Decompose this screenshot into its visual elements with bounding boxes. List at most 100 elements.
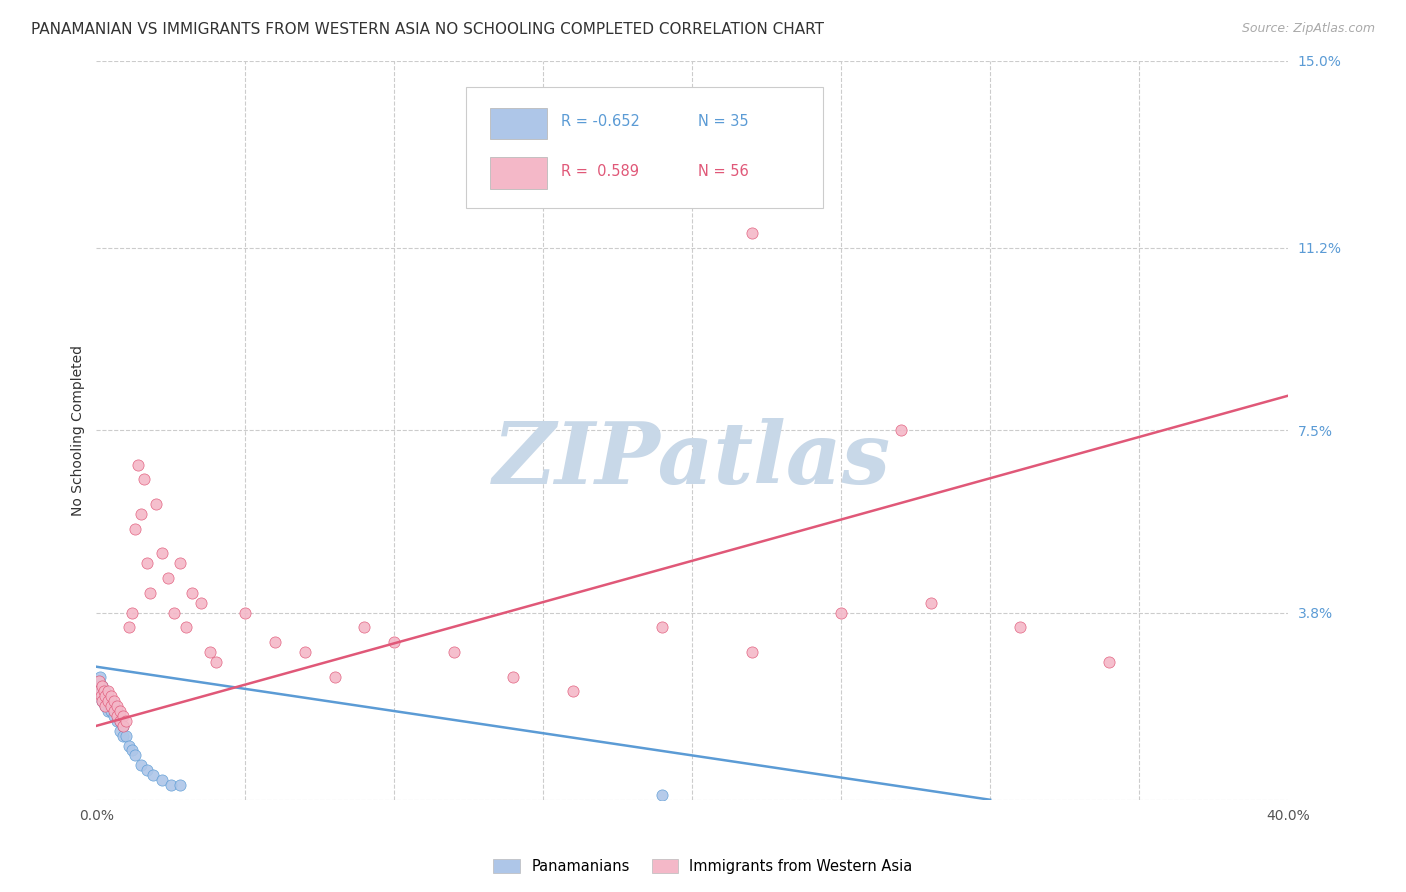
Point [323, 669, 346, 683]
Point [651, 620, 673, 634]
Point [94, 684, 117, 698]
Point [93, 690, 115, 704]
Point [129, 507, 152, 521]
Point [121, 743, 143, 757]
Legend: Panamanians, Immigrants from Western Asia: Panamanians, Immigrants from Western Asi… [488, 854, 918, 880]
Point [890, 423, 912, 437]
Point [163, 606, 186, 620]
Point [112, 709, 135, 723]
Point [87, 674, 110, 689]
Point [502, 669, 524, 683]
Point [108, 714, 131, 728]
Point [136, 763, 159, 777]
Point [190, 596, 212, 610]
Point [90, 680, 112, 694]
Point [91, 680, 114, 694]
Point [174, 620, 197, 634]
Point [93, 684, 115, 698]
Point [91, 694, 114, 708]
Point [169, 778, 191, 792]
Point [112, 729, 135, 743]
Point [920, 596, 942, 610]
Point [741, 226, 763, 240]
Point [97, 694, 120, 708]
Point [108, 704, 131, 718]
Point [180, 586, 202, 600]
Point [169, 556, 191, 570]
Point [115, 729, 138, 743]
Point [97, 704, 120, 718]
Y-axis label: No Schooling Completed: No Schooling Completed [72, 344, 86, 516]
Point [1098, 655, 1121, 669]
Point [651, 788, 673, 802]
Point [382, 635, 405, 649]
Point [127, 458, 149, 472]
Point [103, 699, 125, 714]
Point [145, 497, 167, 511]
Point [105, 699, 128, 714]
Point [741, 645, 763, 659]
Point [103, 694, 125, 708]
Point [139, 586, 162, 600]
Point [97, 694, 120, 708]
Point [90, 690, 112, 704]
Point [233, 606, 256, 620]
Point [89, 684, 111, 698]
Point [94, 699, 117, 714]
FancyBboxPatch shape [465, 87, 824, 209]
Point [121, 606, 143, 620]
Point [1008, 620, 1031, 634]
Point [112, 719, 135, 733]
Point [96, 690, 118, 704]
Point [98, 699, 121, 714]
FancyBboxPatch shape [489, 158, 547, 188]
Text: N = 35: N = 35 [699, 114, 749, 129]
Text: R =  0.589: R = 0.589 [561, 164, 640, 179]
Point [142, 768, 165, 782]
Point [94, 699, 117, 714]
Point [294, 645, 316, 659]
FancyBboxPatch shape [489, 108, 547, 139]
Point [100, 694, 122, 708]
Point [124, 748, 146, 763]
Point [91, 694, 114, 708]
Point [105, 714, 128, 728]
Text: N = 56: N = 56 [699, 164, 749, 179]
Point [89, 669, 111, 683]
Point [100, 704, 122, 718]
Point [108, 714, 131, 728]
Point [136, 556, 159, 570]
Point [105, 709, 128, 723]
Point [150, 546, 173, 560]
Point [108, 723, 131, 738]
Point [129, 758, 152, 772]
Text: ZIPatlas: ZIPatlas [494, 418, 891, 501]
Text: R = -0.652: R = -0.652 [561, 114, 640, 129]
Point [830, 606, 852, 620]
Point [103, 704, 125, 718]
Point [562, 684, 585, 698]
Point [264, 635, 287, 649]
Text: Source: ZipAtlas.com: Source: ZipAtlas.com [1241, 22, 1375, 36]
Point [115, 714, 138, 728]
Point [118, 739, 141, 753]
Point [91, 680, 114, 694]
Point [89, 674, 111, 689]
Point [118, 620, 141, 634]
Point [124, 522, 146, 536]
Point [87, 684, 110, 698]
Point [112, 719, 135, 733]
Point [100, 699, 122, 714]
Point [160, 778, 183, 792]
Point [100, 690, 122, 704]
Point [94, 690, 117, 704]
Point [90, 690, 112, 704]
Point [353, 620, 375, 634]
Point [150, 772, 173, 787]
Point [198, 645, 221, 659]
Point [132, 473, 155, 487]
Text: PANAMANIAN VS IMMIGRANTS FROM WESTERN ASIA NO SCHOOLING COMPLETED CORRELATION CH: PANAMANIAN VS IMMIGRANTS FROM WESTERN AS… [31, 22, 824, 37]
Point [204, 655, 226, 669]
Point [97, 684, 120, 698]
Point [443, 645, 465, 659]
